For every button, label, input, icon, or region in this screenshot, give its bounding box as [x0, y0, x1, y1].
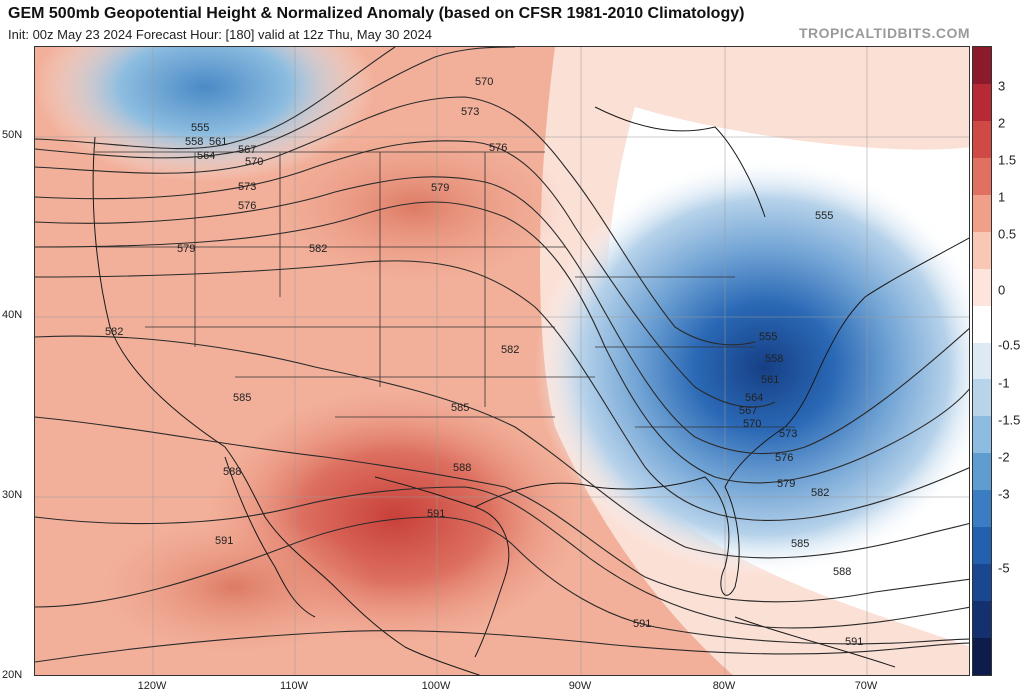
lat-label-30n: 30N: [2, 489, 23, 501]
contour-label: 576: [238, 200, 256, 212]
lon-label-80w: 80W: [712, 680, 736, 692]
contour-label: 579: [431, 182, 449, 194]
lat-label-20n: 20N: [2, 669, 23, 681]
colorbar-segment: [973, 47, 991, 84]
colorbar-tick-label: 2: [998, 115, 1006, 131]
lon-label-70w: 70W: [854, 680, 878, 692]
contour-label: 579: [777, 478, 795, 490]
cold-anomaly-east: [535, 157, 969, 577]
colorbar-tick-label: -1: [998, 375, 1010, 391]
colorbar-segment: [973, 638, 991, 675]
contour-label: 585: [791, 538, 809, 550]
colorbar-segment: [973, 305, 991, 343]
colorbar-segment: [973, 268, 991, 306]
colorbar-segment: [973, 416, 991, 454]
colorbar-segment: [973, 564, 991, 602]
contour-label: 585: [451, 402, 469, 414]
colorbar-tick-label: 0.5: [998, 226, 1017, 242]
cold-anomaly-northwest: [35, 47, 375, 182]
contour-label: 570: [475, 76, 493, 88]
colorbar-segment: [973, 379, 991, 417]
contour-label: 591: [215, 535, 233, 547]
anomaly-map[interactable]: 555 558 561 564 567 570 573 576 579 582 …: [34, 46, 970, 676]
colorbar-tick-label: -1.5: [998, 412, 1021, 428]
colorbar-segment: [973, 157, 991, 195]
colorbar-tick-label: -3: [998, 486, 1010, 502]
colorbar-segment: [973, 453, 991, 491]
contour-label: 573: [779, 428, 797, 440]
contour-label: 588: [833, 566, 851, 578]
contour-label: 561: [209, 136, 227, 148]
colorbar-segment: [973, 194, 991, 232]
contour-label: 573: [461, 106, 479, 118]
map-canvas: 555 558 561 564 567 570 573 576 579 582 …: [35, 47, 969, 675]
contour-label: 570: [743, 418, 761, 430]
colorbar-segment: [973, 490, 991, 528]
map-subtitle: Init: 00z May 23 2024 Forecast Hour: [18…: [8, 27, 432, 42]
brand-watermark: TROPICALTIDBITS.COM: [798, 25, 970, 41]
contour-label: 591: [427, 508, 445, 520]
contour-label: 582: [501, 344, 519, 356]
colorbar-segment: [973, 120, 991, 158]
contour-label: 555: [759, 331, 777, 343]
contour-label: 591: [633, 618, 651, 630]
contour-label: 582: [105, 326, 123, 338]
lat-label-50n: 50N: [2, 129, 23, 141]
colorbar-tick-label: 1.5: [998, 152, 1017, 168]
contour-label: 591: [845, 636, 863, 648]
state-borders: [95, 151, 795, 428]
colorbar-tick-label: 3: [998, 78, 1006, 94]
contour-labels: 555 558 561 564 567 570 573 576 579 582 …: [105, 76, 863, 648]
colorbar-tick-label: -2: [998, 449, 1010, 465]
lon-label-90w: 90W: [568, 680, 592, 692]
colorbar-tick-label: 0: [998, 282, 1006, 298]
contour-label: 576: [775, 452, 793, 464]
anomaly-colorbar: [972, 46, 992, 676]
colorbar-tick-label: -0.5: [998, 337, 1021, 353]
contour-label: 585: [233, 392, 251, 404]
contour-label: 588: [223, 466, 241, 478]
contour-label: 579: [177, 243, 195, 255]
colorbar-segment: [973, 83, 991, 121]
lat-label-40n: 40N: [2, 309, 23, 321]
map-title: GEM 500mb Geopotential Height & Normaliz…: [8, 5, 745, 22]
lon-label-120w: 120W: [137, 680, 167, 692]
contour-label: 555: [815, 210, 833, 222]
contour-label: 558: [765, 353, 783, 365]
contour-label: 561: [761, 374, 779, 386]
colorbar-segment: [973, 527, 991, 565]
height-contours: [35, 47, 969, 663]
contour-label: 573: [238, 181, 256, 193]
lon-label-110w: 110W: [280, 680, 308, 692]
coastlines: [92, 106, 969, 675]
contour-label: 555: [191, 122, 209, 134]
contour-label: 588: [453, 462, 471, 474]
contour-label: 558: [185, 136, 203, 148]
contour-label: 570: [245, 156, 263, 168]
contour-label: 567: [739, 405, 757, 417]
contour-label: 582: [309, 243, 327, 255]
contour-label: 576: [489, 142, 507, 154]
colorbar-segment: [973, 601, 991, 638]
contour-label: 567: [238, 144, 256, 156]
contour-label: 564: [745, 392, 763, 404]
lon-label-100w: 100W: [421, 680, 451, 692]
colorbar-segment: [973, 231, 991, 269]
contour-label: 582: [811, 487, 829, 499]
contour-label: 564: [197, 150, 215, 162]
heat-core-pacific: [95, 517, 375, 657]
colorbar-tick-label: -5: [998, 560, 1010, 576]
colorbar-segment: [973, 342, 991, 380]
colorbar-tick-label: 1: [998, 189, 1006, 205]
